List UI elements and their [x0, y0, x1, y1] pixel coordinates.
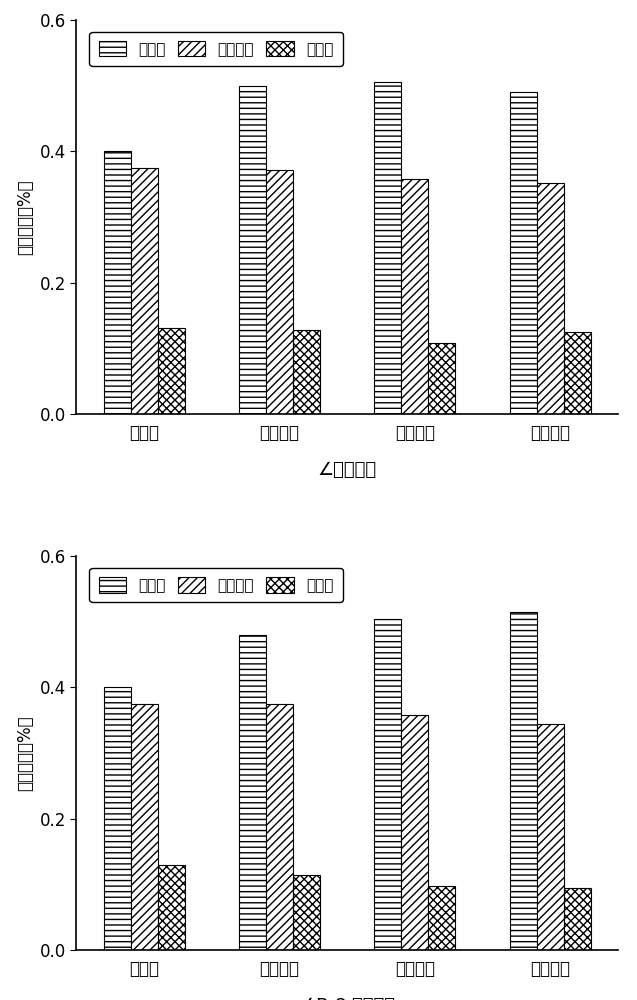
Bar: [103, 687, 131, 950]
Bar: [266, 170, 293, 414]
Bar: [103, 151, 131, 414]
Bar: [239, 86, 266, 414]
Bar: [401, 179, 429, 414]
Bar: [401, 715, 429, 950]
Bar: [293, 330, 320, 414]
Bar: [429, 886, 455, 950]
Bar: [510, 92, 536, 414]
Bar: [131, 704, 158, 950]
Bar: [158, 865, 185, 950]
Bar: [564, 332, 591, 414]
Bar: [429, 343, 455, 414]
Text: ∠氨法处理: ∠氨法处理: [318, 461, 376, 479]
Bar: [375, 619, 401, 950]
Legend: 纤维素, 半纤维素, 木质素: 纤维素, 半纤维素, 木质素: [89, 568, 343, 602]
Bar: [158, 328, 185, 414]
Y-axis label: 组成比例（%）: 组成比例（%）: [16, 179, 34, 255]
Bar: [510, 612, 536, 950]
Bar: [564, 888, 591, 950]
Bar: [536, 183, 564, 414]
Legend: 纤维素, 半纤维素, 木质素: 纤维素, 半纤维素, 木质素: [89, 32, 343, 66]
Bar: [536, 724, 564, 950]
Y-axis label: 组成比例（%）: 组成比例（%）: [16, 715, 34, 791]
Bar: [239, 635, 266, 950]
Bar: [131, 168, 158, 414]
Bar: [266, 704, 293, 950]
Bar: [375, 82, 401, 414]
Text: ∠B-8 强化处理: ∠B-8 强化处理: [299, 997, 395, 1000]
Bar: [293, 875, 320, 950]
